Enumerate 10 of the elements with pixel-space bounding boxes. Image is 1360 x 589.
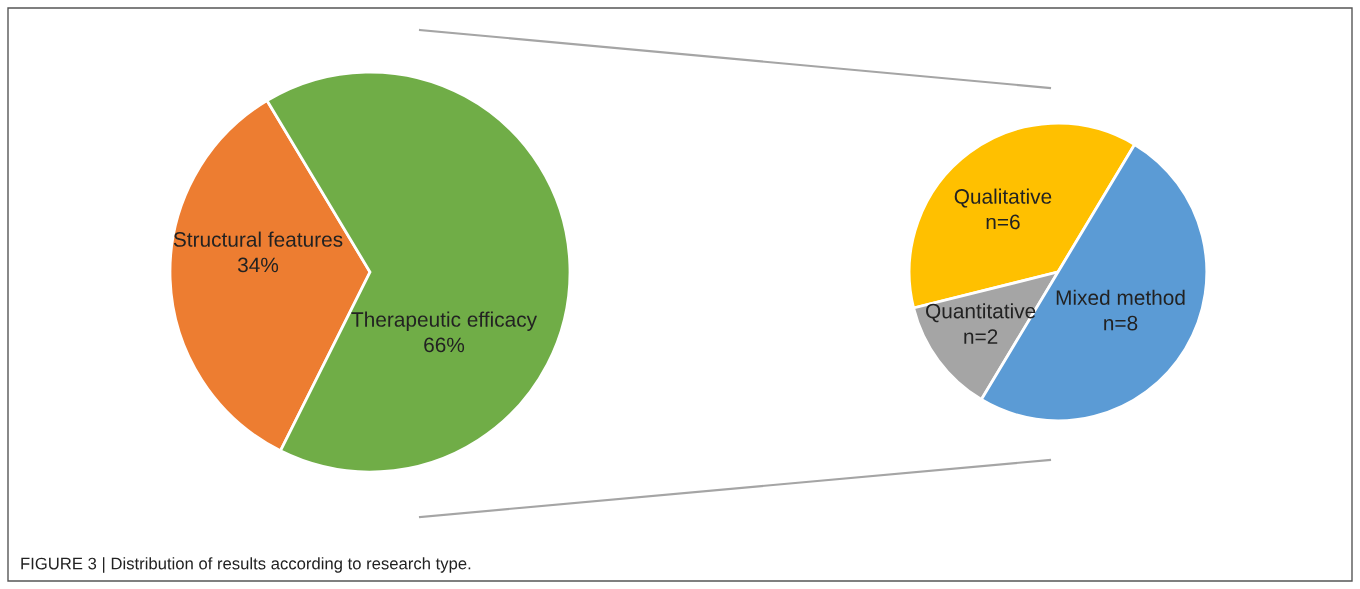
caption: FIGURE 3 | Distribution of results according to research type.: [21, 557, 471, 573]
slice-label: Structural features: [173, 231, 343, 247]
slice-label: Mixed method: [1056, 289, 1185, 306]
data-label: n=8: [1104, 315, 1138, 331]
data-label: n=2: [964, 329, 998, 344]
slice-label: Therapeutic efficacy: [351, 311, 537, 331]
data-label: 66%: [424, 337, 465, 353]
data-label: n=6: [986, 214, 1020, 230]
data-label: 34%: [237, 257, 279, 273]
slice-label: Qualitative: [954, 188, 1052, 208]
